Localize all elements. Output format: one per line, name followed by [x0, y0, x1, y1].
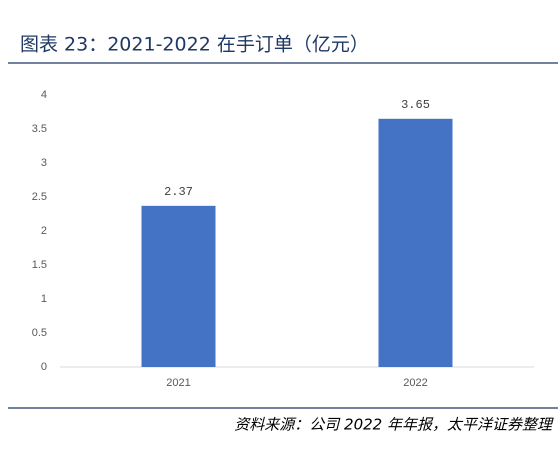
y-tick-label: 3.5 [32, 123, 47, 135]
chart-title: 图表 23：2021-2022 在手订单（亿元） [20, 34, 369, 56]
value-label: 3.65 [401, 98, 430, 112]
y-tick-label: 4 [41, 89, 47, 101]
y-tick-label: 0.5 [32, 327, 47, 339]
y-tick-label: 3 [41, 157, 47, 169]
y-tick-label: 1 [41, 293, 47, 305]
y-tick-label: 0 [41, 361, 47, 373]
source-note: 资料来源：公司 2022 年年报，太平洋证券整理 [234, 416, 554, 434]
y-tick-label: 2.5 [32, 191, 47, 203]
bar [141, 205, 216, 367]
x-tick-label: 2021 [166, 377, 190, 389]
y-tick-label: 2 [41, 225, 47, 237]
y-tick-label: 1.5 [32, 259, 47, 271]
x-tick-label: 2022 [403, 377, 427, 389]
value-label: 2.37 [164, 185, 193, 199]
bar [378, 118, 453, 367]
